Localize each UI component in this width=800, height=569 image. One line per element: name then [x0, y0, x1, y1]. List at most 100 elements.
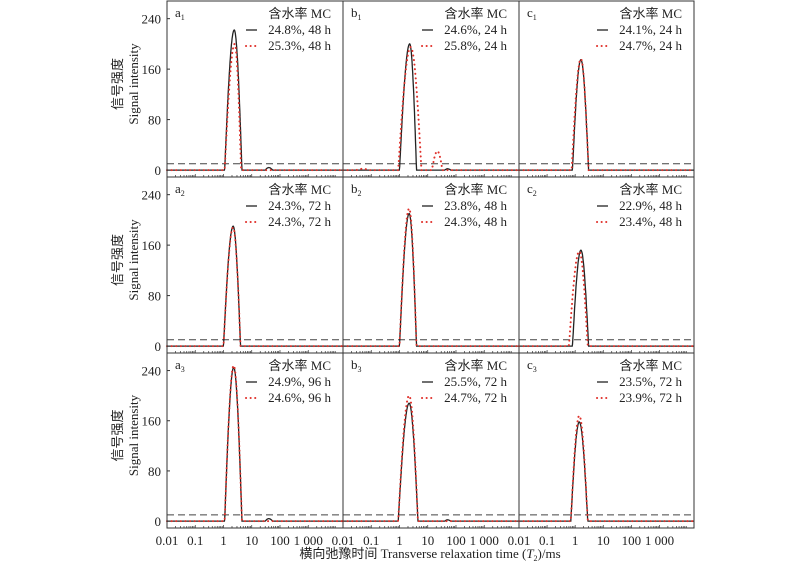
- y-tick-label: 160: [142, 414, 162, 429]
- y-tick-label: 0: [155, 339, 162, 354]
- x-axis-label-unit: )/ms: [538, 546, 561, 561]
- legend-entry: 24.9%, 96 h: [268, 374, 331, 389]
- legend-entry: 24.8%, 48 h: [268, 22, 331, 37]
- x-tick-label: 1: [220, 533, 227, 548]
- legend-entry: 25.8%, 24 h: [444, 38, 507, 53]
- panel-label-letter: a: [175, 357, 181, 372]
- panel-label: a3: [175, 357, 185, 374]
- x-axis-label-main: 横向弛豫时间 Transverse relaxation time (: [299, 546, 526, 561]
- series-line-red: [518, 414, 695, 523]
- x-tick-label: 0.01: [156, 533, 179, 548]
- panel-label-subscript: 3: [181, 365, 185, 374]
- y-tick-label: 240: [142, 12, 162, 27]
- legend-entry: 22.9%, 48 h: [619, 198, 682, 213]
- legend-title: 含水率 MC: [620, 358, 682, 373]
- series-line-red: [166, 42, 344, 172]
- x-tick-label: 1: [396, 533, 403, 548]
- x-tick-label: 1 000: [470, 533, 499, 548]
- y-axis-label-en: Signal intensity: [126, 43, 141, 125]
- panel-label: c3: [527, 357, 537, 374]
- x-tick-label: 1 000: [294, 533, 323, 548]
- series-line-black: [167, 29, 343, 171]
- panel-label-letter: a: [175, 5, 181, 20]
- panel-label: c2: [527, 181, 537, 198]
- x-tick-label: 100: [446, 533, 466, 548]
- legend-entry: 25.3%, 48 h: [268, 38, 331, 53]
- panel-label: a2: [175, 181, 185, 198]
- y-axis-label-cn: 信号强度: [110, 58, 125, 110]
- series-line-red: [166, 364, 344, 523]
- panel-label-subscript: 1: [181, 13, 185, 22]
- legend-entry: 24.6%, 96 h: [268, 390, 331, 405]
- series-line-red: [342, 207, 520, 348]
- legend-title: 含水率 MC: [620, 182, 682, 197]
- series-line-red: [166, 226, 344, 348]
- series-line-black: [343, 402, 519, 522]
- legend-entry: 23.5%, 72 h: [619, 374, 682, 389]
- x-tick-label: 1: [572, 533, 579, 548]
- y-axis-label-en: Signal intensity: [126, 394, 141, 476]
- panel-label-subscript: 3: [358, 365, 362, 374]
- x-axis-label-var: T: [526, 546, 534, 561]
- legend-entry: 24.7%, 72 h: [444, 390, 507, 405]
- x-tick-label: 10: [421, 533, 434, 548]
- legend-entry: 23.8%, 48 h: [444, 198, 507, 213]
- panel-label: b3: [351, 357, 362, 374]
- x-tick-label: 0.01: [332, 533, 355, 548]
- panel-label-letter: b: [351, 357, 358, 372]
- series-line-black: [519, 58, 694, 171]
- series-line-red: [342, 46, 520, 172]
- series-line-black: [343, 43, 519, 171]
- panel-label-subscript: 2: [181, 189, 185, 198]
- y-tick-label: 240: [142, 364, 162, 379]
- x-tick-label: 100: [270, 533, 290, 548]
- panel-label-letter: b: [351, 5, 358, 20]
- panel-label-letter: c: [527, 357, 533, 372]
- panel-label-subscript: 3: [533, 365, 537, 374]
- series-line-red: [518, 57, 695, 172]
- y-tick-label: 160: [142, 62, 162, 77]
- series-line-red: [342, 394, 520, 523]
- legend-entry: 24.3%, 48 h: [444, 214, 507, 229]
- panel-label-letter: a: [175, 181, 181, 196]
- x-tick-label: 100: [622, 533, 642, 548]
- legend-title: 含水率 MC: [445, 358, 507, 373]
- y-tick-label: 80: [148, 113, 161, 128]
- x-tick-label: 0.1: [187, 533, 203, 548]
- x-tick-label: 0.1: [539, 533, 555, 548]
- panel-label-subscript: 2: [358, 189, 362, 198]
- legend-entry: 23.4%, 48 h: [619, 214, 682, 229]
- y-tick-label: 0: [155, 514, 162, 529]
- panel-label-subscript: 1: [533, 13, 537, 22]
- panel-label-subscript: 2: [533, 189, 537, 198]
- panel-label: c1: [527, 5, 537, 22]
- panel-label-letter: c: [527, 5, 533, 20]
- panel-label: a1: [175, 5, 185, 22]
- legend-title: 含水率 MC: [620, 6, 682, 21]
- y-tick-label: 0: [155, 163, 162, 178]
- y-tick-label: 160: [142, 238, 162, 253]
- y-tick-label: 80: [148, 289, 161, 304]
- x-tick-label: 10: [597, 533, 610, 548]
- series-line-black: [519, 249, 694, 347]
- legend-entry: 24.3%, 72 h: [268, 214, 331, 229]
- legend-title: 含水率 MC: [445, 6, 507, 21]
- y-tick-label: 80: [148, 464, 161, 479]
- panel-label-subscript: 1: [358, 13, 362, 22]
- panel-label: b1: [351, 5, 362, 22]
- panel-frame: [518, 352, 695, 529]
- x-axis-label: 横向弛豫时间 Transverse relaxation time (T2)/m…: [299, 546, 560, 563]
- panel-label: b2: [351, 181, 362, 198]
- legend-entry: 24.1%, 24 h: [619, 22, 682, 37]
- legend-entry: 24.7%, 24 h: [619, 38, 682, 53]
- panel-label-letter: c: [527, 181, 533, 196]
